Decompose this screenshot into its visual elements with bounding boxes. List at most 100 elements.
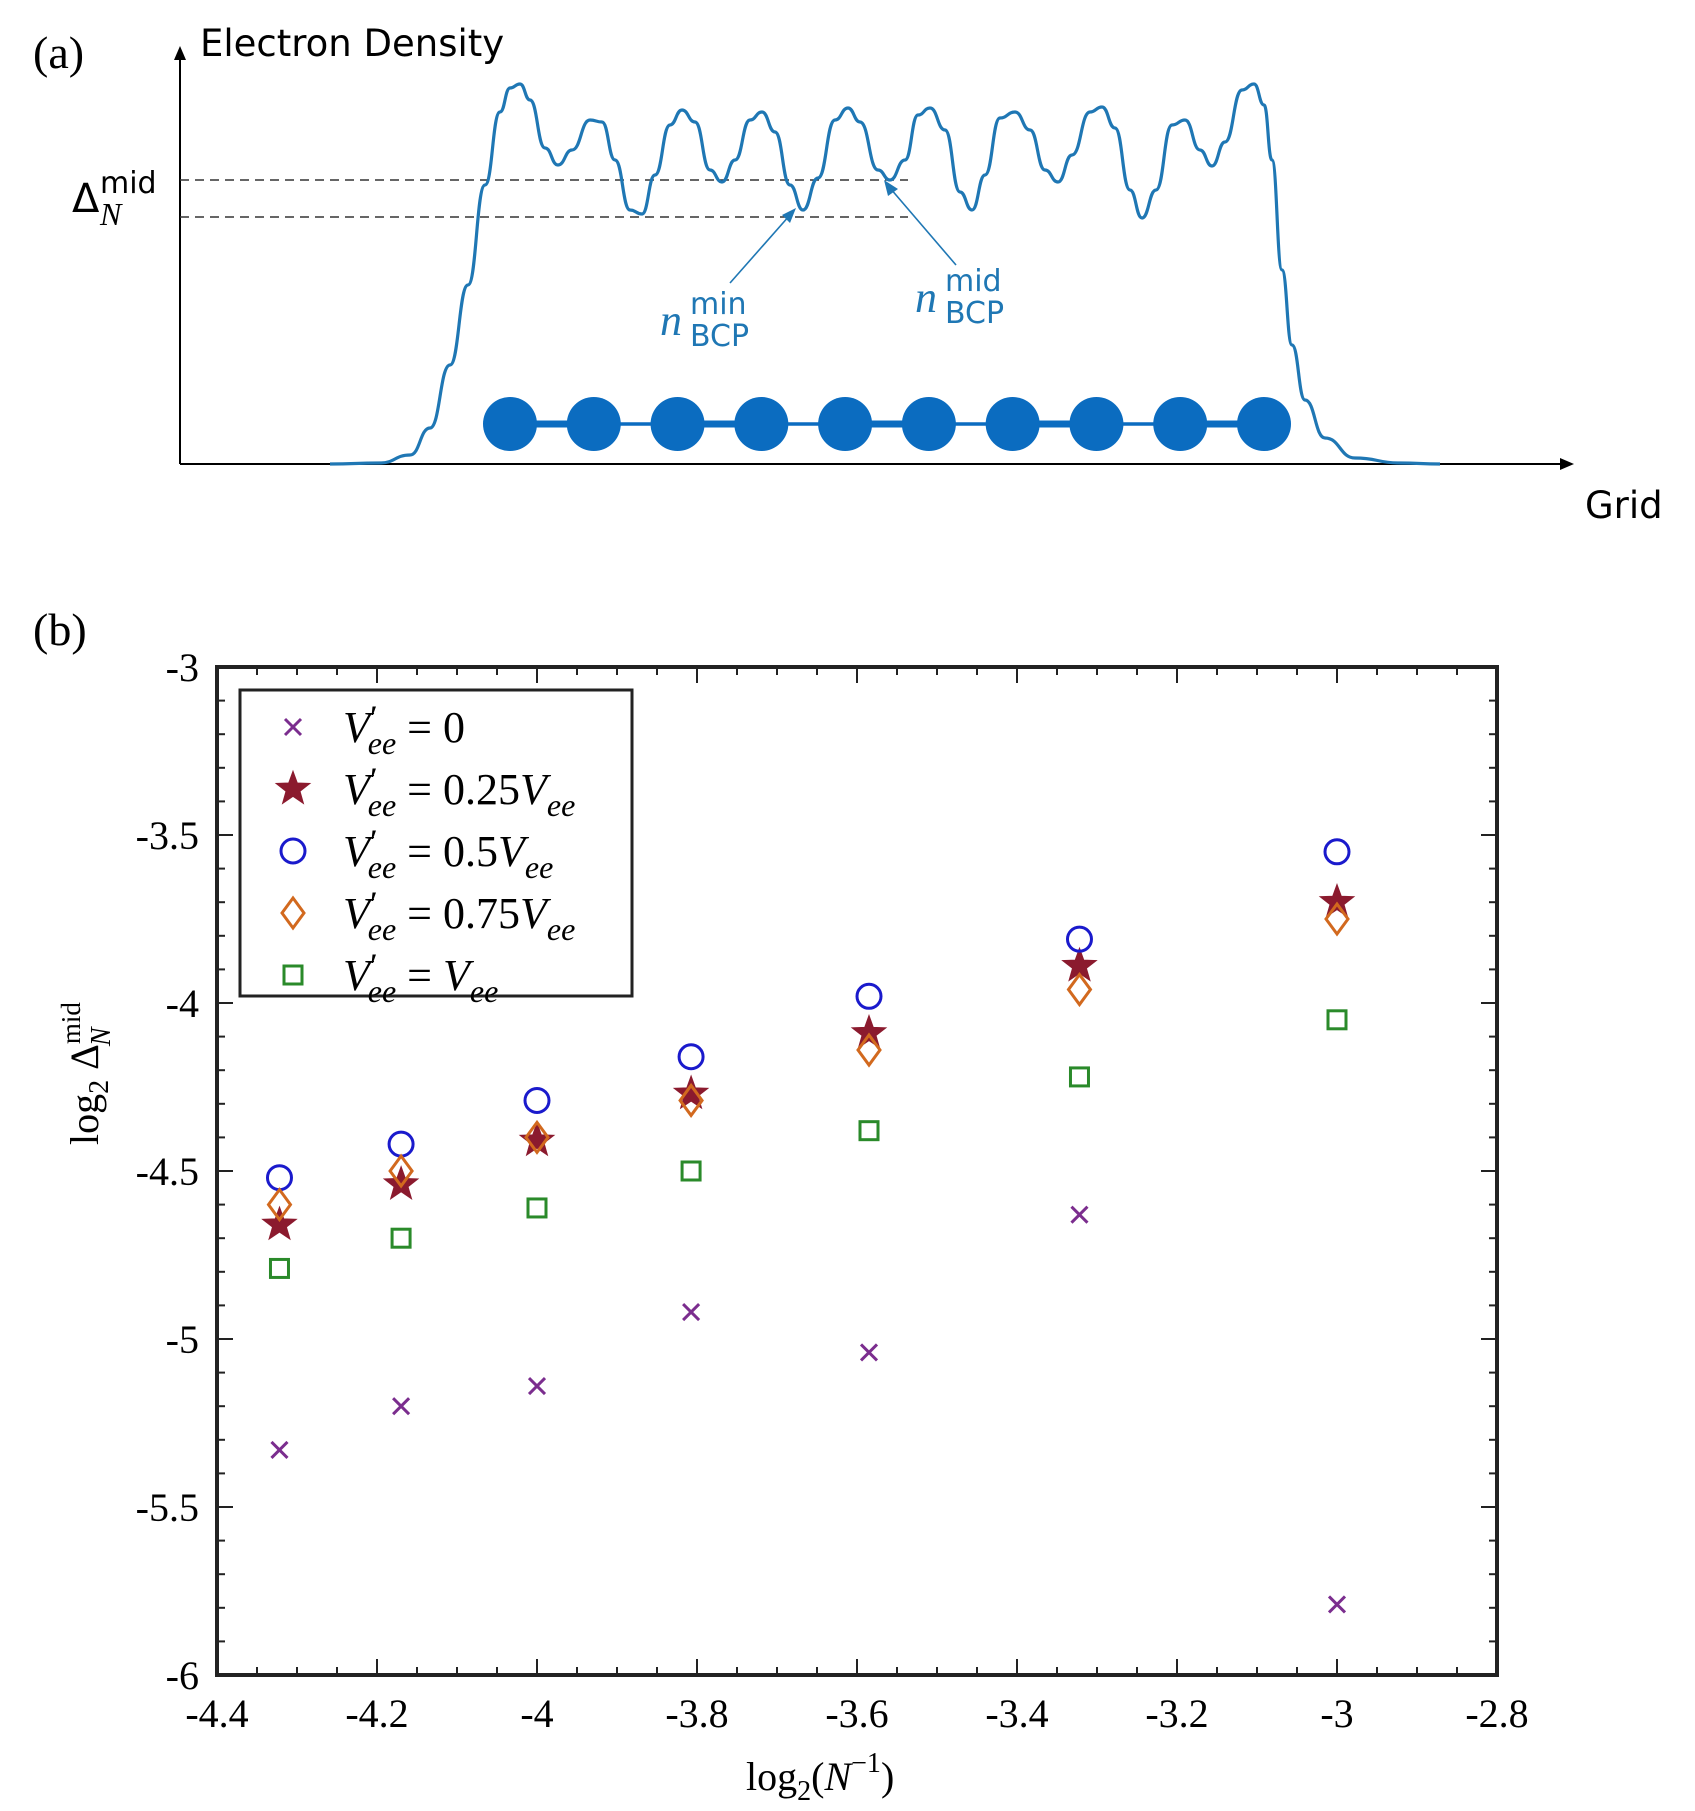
y-label-delta: Δ xyxy=(62,1044,107,1070)
atom xyxy=(734,397,789,451)
legend-label: V′ ee = 0 xyxy=(343,698,465,761)
marker-x xyxy=(270,1440,289,1459)
x-tick-labels: -4.4 -4.2 -4 -3.8 -3.6 -3.4 -3.2 -3 -2.8 xyxy=(185,1691,1528,1736)
atom xyxy=(1237,397,1291,451)
panel-a-label: (a) xyxy=(33,27,84,78)
marker-diamond xyxy=(678,1082,704,1118)
y-tick-label: -4.5 xyxy=(136,1149,199,1194)
marker-x xyxy=(859,1343,879,1362)
marker-diamond xyxy=(388,1153,414,1189)
marker-circle xyxy=(1323,838,1351,866)
annotation-n-mid: n mid BCP xyxy=(915,264,1004,331)
x-label-close: ) xyxy=(881,1754,894,1799)
annotation-mid-symbol: n xyxy=(915,273,937,322)
x-tick-label: -2.8 xyxy=(1465,1691,1528,1736)
annotation-min-symbol: n xyxy=(660,296,682,345)
y-axis-label: log2 ΔmidN xyxy=(56,1002,117,1145)
marker-x xyxy=(682,1303,701,1322)
density-curve xyxy=(329,82,1441,466)
legend-label: V′ ee = Vee xyxy=(343,946,498,1009)
arrow-mid xyxy=(889,187,957,266)
arrow-mid-head xyxy=(884,180,898,196)
panel-a-y-axis-label: Electron Density xyxy=(200,22,504,65)
legend-entry: V′ ee = 0 xyxy=(283,698,465,761)
legend-entry: V′ ee = Vee xyxy=(282,946,498,1009)
legend-marker-diamond xyxy=(280,895,306,931)
y-label-sup: mid xyxy=(56,1002,86,1045)
x-tick-label: -3.8 xyxy=(665,1691,728,1736)
panel-a-x-axis-label: Grid xyxy=(1585,484,1663,527)
delta-mid-label: Δ mid N xyxy=(72,166,157,232)
marker-x xyxy=(1070,1205,1089,1224)
marker-circle xyxy=(265,1164,293,1192)
marker-square xyxy=(1068,1066,1090,1088)
marker-star xyxy=(518,1121,556,1157)
annotation-min-subscript: BCP xyxy=(690,319,749,354)
legend-label: V′ ee = 0.5Vee xyxy=(343,822,553,885)
legend-marker-star xyxy=(274,769,312,805)
marker-square xyxy=(268,1257,290,1279)
y-label-sub: N xyxy=(86,1026,117,1047)
panel-b-label: (b) xyxy=(33,604,87,655)
delta-superscript: mid xyxy=(100,166,157,201)
legend-entry: V′ ee = 0.25Vee xyxy=(274,760,575,823)
y-tick-label: -6 xyxy=(166,1653,199,1698)
svg-text:log2ΔmidN: log2 ΔmidN xyxy=(56,1002,117,1145)
marker-diamond xyxy=(524,1119,550,1155)
annotation-mid-superscript: mid xyxy=(945,264,1002,299)
y-tick-label: -3 xyxy=(166,645,199,690)
marker-star xyxy=(1318,883,1356,918)
x-label-n: N xyxy=(823,1754,853,1799)
marker-diamond xyxy=(266,1187,293,1223)
y-label-log: log xyxy=(62,1094,107,1145)
x-tick-label: -4.2 xyxy=(345,1691,408,1736)
y-tick-label: -4 xyxy=(166,981,199,1026)
atom xyxy=(818,397,873,451)
x-tick-label: -4 xyxy=(520,1691,553,1736)
x-label-log-base: 2 xyxy=(797,1776,811,1807)
atom-chain xyxy=(483,397,1291,451)
x-tick-label: -3 xyxy=(1320,1691,1353,1736)
legend-marker-circle xyxy=(279,837,307,865)
x-tick-label: -3.2 xyxy=(1145,1691,1208,1736)
annotation-min-superscript: min xyxy=(690,287,747,322)
marker-circle xyxy=(523,1086,551,1114)
marker-diamond xyxy=(856,1032,882,1068)
atom xyxy=(901,397,956,451)
marker-square xyxy=(1326,1009,1348,1031)
atom xyxy=(650,397,705,451)
arrow-min xyxy=(729,214,791,284)
x-axis-label: log2(N−1) xyxy=(746,1748,894,1807)
y-tick-label: -5.5 xyxy=(136,1485,199,1530)
x-label-log: log xyxy=(746,1754,797,1799)
legend-marker-square xyxy=(282,964,304,986)
atom xyxy=(1153,397,1208,451)
panel-a: (a) Electron Density Grid Δ mid N n min xyxy=(33,22,1663,527)
marker-x xyxy=(1327,1595,1347,1614)
marker-x xyxy=(392,1397,411,1416)
y-tick-labels: -6 -5.5 -5 -4.5 -4 -3.5 -3 xyxy=(136,645,199,1698)
marker-diamond xyxy=(1324,901,1350,937)
marker-star xyxy=(850,1013,888,1049)
marker-star xyxy=(672,1074,710,1110)
legend-label: V′ ee = 0.25Vee xyxy=(343,760,575,823)
marker-circle xyxy=(1065,925,1093,953)
y-tick-label: -5 xyxy=(166,1317,199,1362)
x-tick-label: -3.6 xyxy=(825,1691,888,1736)
delta-subscript: N xyxy=(99,196,123,232)
atom xyxy=(985,397,1040,451)
atom xyxy=(483,397,537,451)
marker-square xyxy=(858,1120,880,1142)
marker-circle xyxy=(677,1043,705,1071)
delta-symbol: Δ xyxy=(72,176,100,222)
x-label-open: ( xyxy=(811,1754,824,1799)
legend-entry: V′ ee = 0.75Vee xyxy=(280,884,575,947)
panel-a-x-arrow xyxy=(1560,458,1574,470)
marker-diamond xyxy=(1066,972,1093,1008)
marker-square xyxy=(390,1227,412,1249)
marker-x xyxy=(527,1376,547,1396)
atom xyxy=(1069,397,1124,451)
x-tick-label: -3.4 xyxy=(985,1691,1048,1736)
